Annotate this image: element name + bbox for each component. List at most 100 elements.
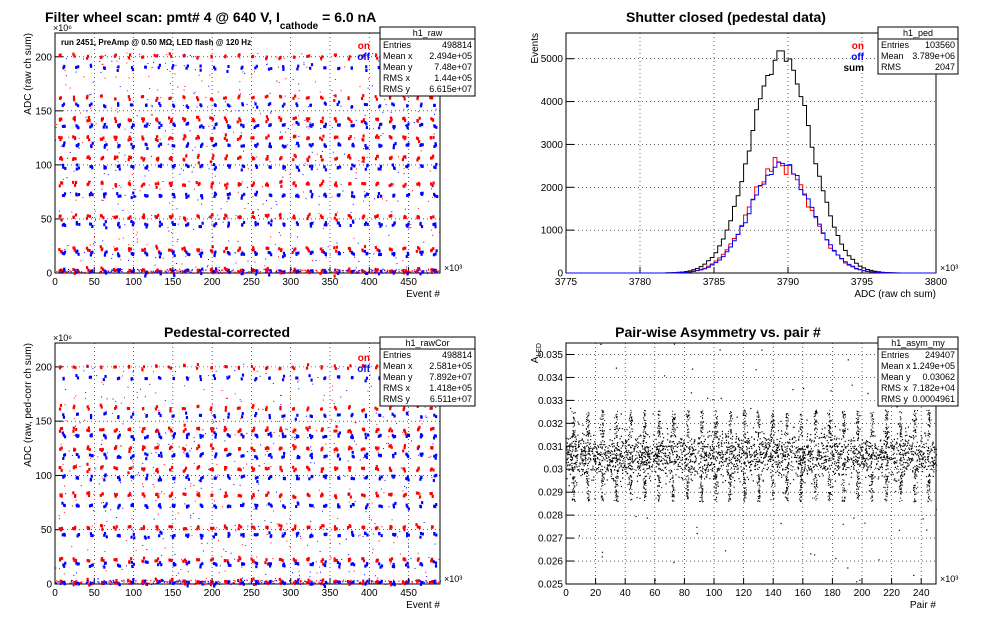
data-point xyxy=(281,532,283,534)
data-point xyxy=(241,181,243,183)
data-point xyxy=(268,564,272,568)
data-point xyxy=(401,580,405,584)
data-point xyxy=(69,270,71,272)
data-point xyxy=(309,121,311,123)
data-point xyxy=(350,446,353,450)
data-point xyxy=(131,174,133,176)
data-point xyxy=(405,271,408,273)
data-point xyxy=(133,272,136,274)
data-point xyxy=(289,518,291,520)
data-point xyxy=(116,66,118,68)
data-point xyxy=(269,581,272,585)
data-point xyxy=(169,248,172,252)
data-point xyxy=(200,104,203,108)
data-point xyxy=(223,96,226,100)
data-point xyxy=(252,577,255,581)
data-point xyxy=(87,426,90,430)
data-point xyxy=(371,85,373,87)
data-point xyxy=(170,119,172,121)
data-point xyxy=(105,570,107,572)
data-point xyxy=(242,435,245,439)
data-point xyxy=(196,527,199,531)
data-point xyxy=(363,457,365,459)
data-point xyxy=(348,247,352,251)
data-point xyxy=(211,582,213,585)
data-point xyxy=(215,581,218,585)
data-point xyxy=(105,535,108,539)
data-point xyxy=(271,580,274,583)
data-point xyxy=(362,559,366,563)
data-point xyxy=(76,270,79,272)
data-point xyxy=(402,449,405,453)
data-point xyxy=(296,67,299,71)
data-point xyxy=(430,117,433,121)
data-point xyxy=(62,413,65,417)
data-point xyxy=(251,429,254,433)
data-point xyxy=(159,271,162,275)
y-axis-label-main: A xyxy=(530,356,541,363)
data-point xyxy=(364,454,366,456)
data-point xyxy=(353,570,355,572)
data-point xyxy=(430,248,433,252)
series-on xyxy=(55,363,440,587)
data-point xyxy=(292,572,294,574)
data-point xyxy=(326,533,328,535)
data-point xyxy=(433,124,436,128)
data-point xyxy=(118,564,122,568)
data-point xyxy=(175,64,177,66)
data-point xyxy=(420,563,424,567)
data-point xyxy=(73,271,76,275)
data-point xyxy=(76,453,79,457)
data-point xyxy=(76,583,79,586)
data-point xyxy=(224,217,226,219)
data-point xyxy=(196,269,198,271)
data-point xyxy=(183,89,185,91)
data-point xyxy=(250,466,254,470)
data-point xyxy=(390,492,393,496)
data-point xyxy=(350,476,354,480)
data-point xyxy=(113,246,115,248)
data-point xyxy=(416,447,419,451)
data-point xyxy=(284,95,286,97)
data-point xyxy=(127,406,131,410)
data-point xyxy=(307,136,310,140)
data-point xyxy=(228,240,230,242)
data-point xyxy=(150,580,152,582)
data-point xyxy=(338,224,341,228)
data-point xyxy=(157,376,161,380)
data-point xyxy=(177,581,179,584)
data-point xyxy=(158,220,162,224)
data-point xyxy=(282,65,285,69)
data-point xyxy=(321,446,324,450)
data-point xyxy=(382,416,384,418)
data-point xyxy=(242,582,244,584)
y-tick-label: 0.026 xyxy=(538,557,563,568)
data-point xyxy=(347,447,351,451)
data-point xyxy=(351,375,354,379)
data-point xyxy=(160,436,163,440)
data-point xyxy=(283,414,286,418)
data-point xyxy=(278,523,281,527)
data-point xyxy=(393,414,396,418)
data-point xyxy=(340,183,342,185)
data-point xyxy=(360,120,363,124)
data-point xyxy=(200,194,203,198)
data-point xyxy=(227,65,230,69)
data-point xyxy=(149,383,151,385)
data-point xyxy=(435,583,437,585)
data-point xyxy=(153,486,155,488)
data-point xyxy=(118,58,120,60)
data-point xyxy=(106,398,108,400)
data-point xyxy=(77,65,80,69)
data-point xyxy=(365,103,368,107)
data-point xyxy=(266,365,269,369)
data-point xyxy=(155,493,158,497)
data-point xyxy=(73,580,76,584)
data-point xyxy=(163,463,165,465)
data-point xyxy=(71,454,73,456)
data-point xyxy=(352,271,354,273)
data-point xyxy=(361,161,363,163)
data-point xyxy=(402,431,404,433)
data-point xyxy=(398,156,400,158)
data-point xyxy=(97,456,99,458)
